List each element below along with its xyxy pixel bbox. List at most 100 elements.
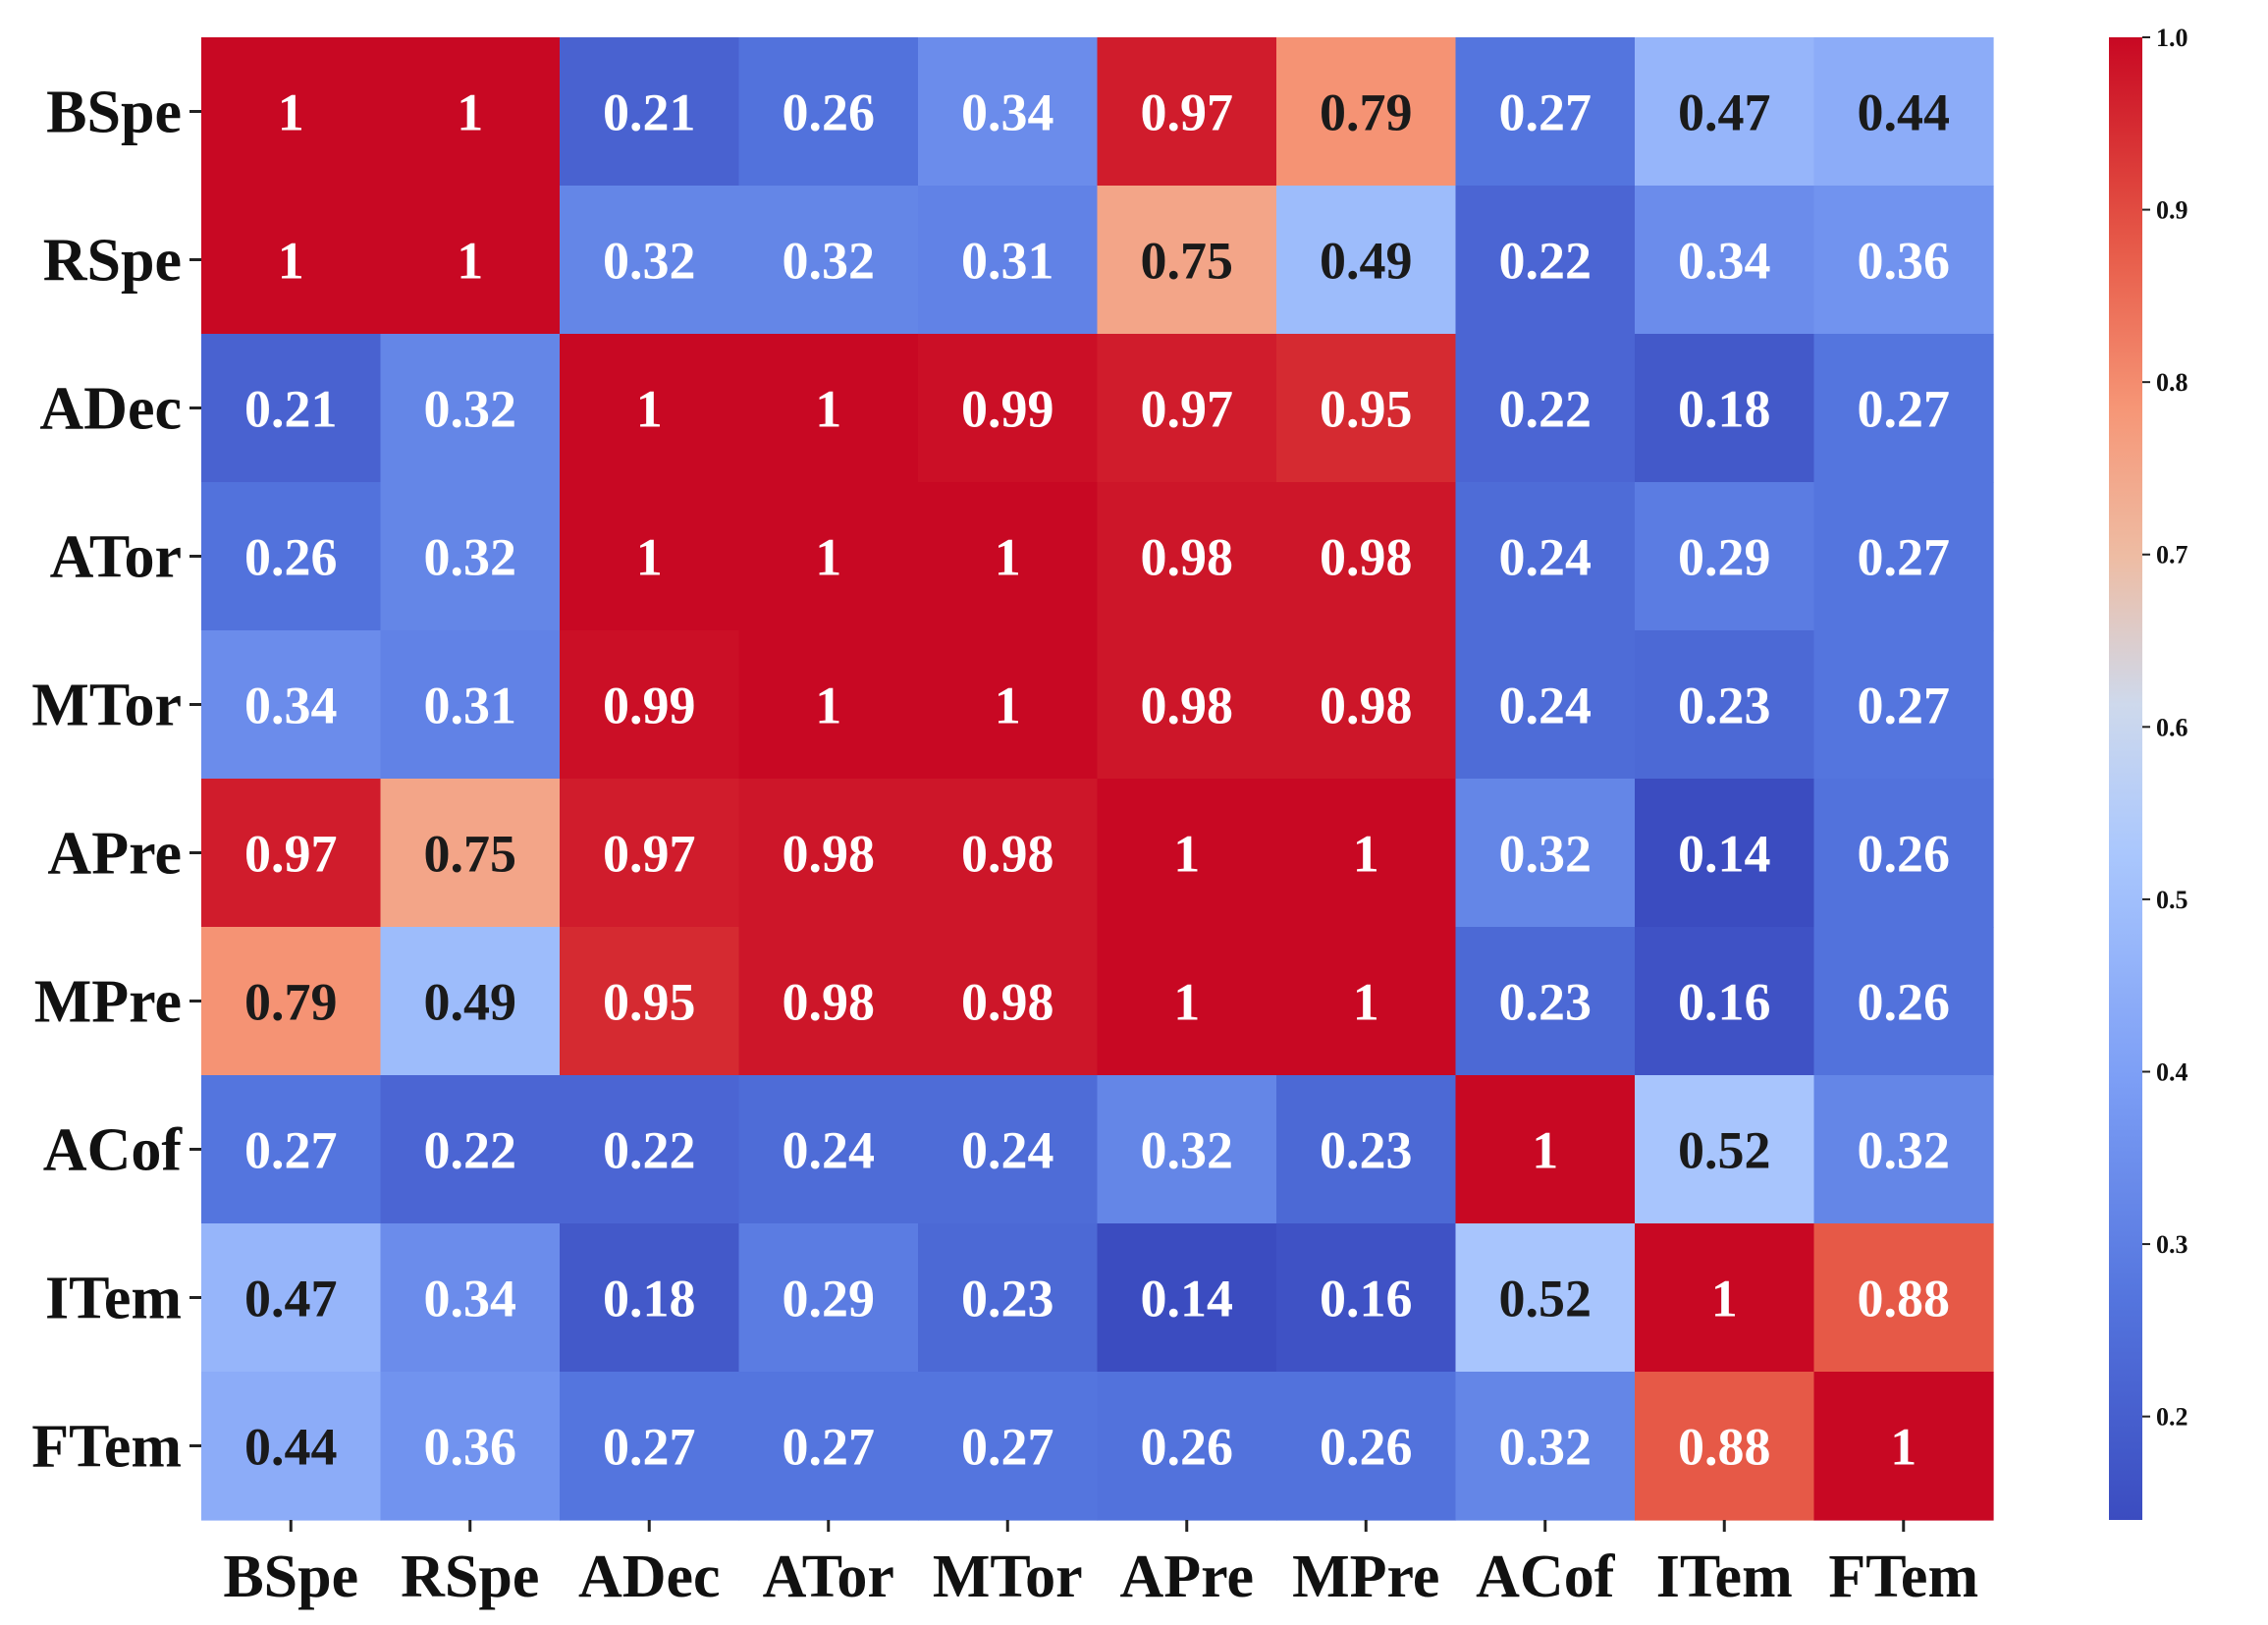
heatmap-cell (560, 37, 740, 187)
heatmap-cell-label: 0.97 (1141, 380, 1234, 439)
heatmap-cell-label: 0.21 (244, 380, 338, 439)
heatmap-cell (918, 1075, 1099, 1224)
heatmap-cell-label: 1 (1532, 1121, 1558, 1180)
heatmap-cell (201, 630, 382, 780)
heatmap-cell (1455, 1075, 1636, 1224)
heatmap-cells (201, 37, 1994, 1521)
colorbar-tick-label: 0.8 (2156, 368, 2188, 397)
heatmap-cell (201, 1372, 382, 1521)
heatmap-cell-label: 0.79 (1320, 83, 1413, 142)
heatmap-cell (918, 37, 1099, 187)
heatmap-cell-label: 0.97 (1141, 83, 1234, 142)
heatmap-cell (918, 482, 1099, 631)
heatmap-cell-label: 1 (457, 232, 483, 291)
heatmap-cell (380, 779, 561, 928)
heatmap-cell-label: 0.79 (244, 973, 338, 1032)
heatmap-cell (201, 927, 382, 1076)
heatmap-cell (1455, 37, 1636, 187)
heatmap-cell-label: 0.26 (244, 528, 338, 587)
heatmap-cell-label: 0.88 (1858, 1270, 1951, 1328)
heatmap-cell (201, 779, 382, 928)
heatmap-cell (918, 1372, 1099, 1521)
heatmap-cell (1813, 779, 1994, 928)
heatmap-cell (201, 1075, 382, 1224)
y-axis: BSpe RSpe ADec ATor MTor APre MPre ACof ITem FTem (31, 80, 201, 1481)
heatmap-cell-label: 0.18 (1678, 380, 1771, 439)
heatmap-cell-label: 0.23 (1499, 973, 1593, 1032)
heatmap-cell (1635, 779, 1815, 928)
heatmap-cell-label: 0.52 (1499, 1270, 1593, 1328)
heatmap-cell (1276, 927, 1457, 1076)
heatmap-cell-label: 0.34 (244, 677, 338, 735)
heatmap-cell-label: 0.99 (603, 677, 696, 735)
heatmap-cell (1097, 37, 1277, 187)
colorbar-tick-label: 0.3 (2156, 1230, 2188, 1259)
y-tick-label: RSpe (43, 228, 182, 295)
heatmap-cell-label: 0.44 (1858, 83, 1951, 142)
heatmap-cell-label: 0.22 (1499, 380, 1593, 439)
heatmap-cell (380, 334, 561, 483)
heatmap-cell (1635, 482, 1815, 631)
heatmap-cell-label: 1 (457, 83, 483, 142)
heatmap-cell-label: 0.47 (1678, 83, 1771, 142)
heatmap-cell-label: 0.29 (1678, 528, 1771, 587)
heatmap-cell-label: 0.31 (961, 232, 1054, 291)
heatmap-cell (1455, 334, 1636, 483)
heatmap-cell (201, 482, 382, 631)
heatmap-cell-label: 0.32 (424, 380, 517, 439)
heatmap-cell-label: 0.22 (424, 1121, 517, 1180)
heatmap-cell (1813, 1372, 1994, 1521)
heatmap-cell (1813, 927, 1994, 1076)
heatmap-cell (1813, 334, 1994, 483)
heatmap-cell-label: 0.32 (1141, 1121, 1234, 1180)
heatmap-cell (738, 1372, 919, 1521)
heatmap-cell-label: 0.36 (1858, 232, 1951, 291)
heatmap-cell-label: 0.31 (424, 677, 517, 735)
heatmap-cell (1455, 630, 1636, 780)
heatmap-cell (560, 630, 740, 780)
heatmap-cell-label: 0.24 (1499, 528, 1593, 587)
heatmap-cell-label: 0.98 (1320, 677, 1413, 735)
heatmap-cell-label: 0.36 (424, 1418, 517, 1477)
heatmap-cell (738, 630, 919, 780)
heatmap-cell-label: 0.49 (424, 973, 517, 1032)
heatmap-cell (380, 927, 561, 1076)
colorbar-tick-label: 0.4 (2156, 1057, 2188, 1086)
heatmap-cell (1276, 334, 1457, 483)
heatmap-cell (1635, 927, 1815, 1076)
heatmap-cell (201, 334, 382, 483)
x-tick-label: APre (1119, 1544, 1254, 1610)
heatmap-cell-label: 1 (636, 380, 663, 439)
heatmap-cell (560, 1223, 740, 1373)
heatmap-cell-label: 1 (995, 528, 1021, 587)
heatmap-cell-label: 0.95 (603, 973, 696, 1032)
colorbar-tick-label: 0.9 (2156, 196, 2188, 225)
heatmap-cell-label: 0.27 (1858, 380, 1951, 439)
heatmap-cell-label: 0.32 (424, 528, 517, 587)
heatmap-cell (1455, 1223, 1636, 1373)
x-tick-label: ATor (763, 1544, 894, 1610)
y-tick-label: ADec (39, 376, 182, 443)
heatmap-cell-label: 0.98 (961, 825, 1054, 884)
heatmap-cell (1097, 1075, 1277, 1224)
heatmap-cell-label: 1 (1353, 825, 1379, 884)
heatmap-cell (560, 779, 740, 928)
heatmap-cell (738, 334, 919, 483)
heatmap-cell-label: 0.99 (961, 380, 1054, 439)
heatmap-cell-label: 0.32 (603, 232, 696, 291)
heatmap-cell-labels: 1 1 0.21 0.26 0.34 0.97 0.79 0.27 0.47 0.44 1 1 0.32… (244, 83, 1950, 1477)
heatmap-cell (560, 927, 740, 1076)
heatmap-cell (738, 37, 919, 187)
heatmap-cell (380, 1372, 561, 1521)
heatmap-cell-label: 0.98 (1320, 528, 1413, 587)
x-tick-label: MTor (933, 1544, 1083, 1610)
heatmap-cell (1455, 927, 1636, 1076)
x-tick-label: FTem (1828, 1544, 1978, 1610)
heatmap-cell-label: 0.23 (961, 1270, 1054, 1328)
y-tick-label: MTor (31, 673, 182, 739)
heatmap-cell-label: 0.44 (244, 1418, 338, 1477)
heatmap-cell-label: 0.24 (783, 1121, 876, 1180)
heatmap-cell (1635, 1372, 1815, 1521)
heatmap-cell-label: 0.98 (961, 973, 1054, 1032)
heatmap-cell-label: 0.88 (1678, 1418, 1771, 1477)
